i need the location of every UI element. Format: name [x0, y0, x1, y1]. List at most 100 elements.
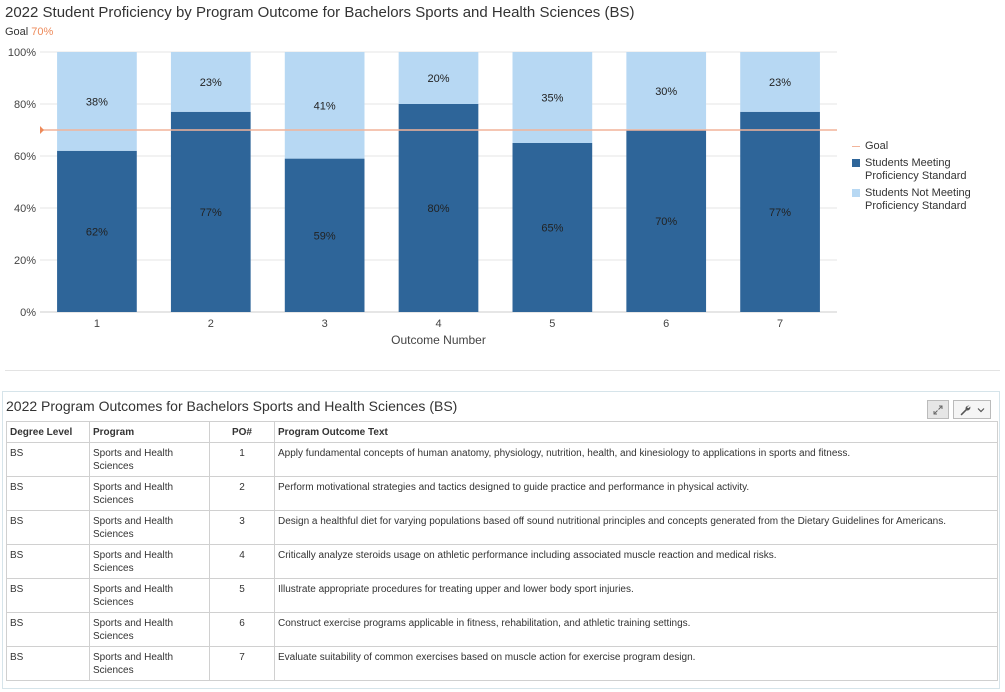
- cell-po-number: 7: [209, 646, 275, 681]
- bar-meeting: [512, 143, 593, 312]
- cell-degree-level: BS: [6, 442, 90, 477]
- bar-not-meeting: [512, 52, 593, 143]
- outcomes-table-panel: 2022 Program Outcomes for Bachelors Spor…: [2, 391, 1000, 689]
- y-tick-label: 80%: [14, 99, 36, 111]
- data-label: 77%: [200, 207, 222, 219]
- data-label: 20%: [427, 73, 449, 85]
- legend-goal-swatch: [852, 146, 860, 147]
- x-tick-label: 3: [322, 318, 328, 330]
- data-label: 23%: [200, 77, 222, 89]
- cell-po-number: 5: [209, 578, 275, 613]
- cell-program: Sports and Health Sciences: [89, 544, 210, 579]
- data-label: 59%: [314, 230, 336, 242]
- col-header-outcome-text[interactable]: Program Outcome Text: [274, 421, 998, 443]
- table-row: BS Sports and Health Sciences 1 Apply fu…: [6, 442, 998, 477]
- bar-meeting: [57, 150, 137, 312]
- cell-degree-level: BS: [6, 578, 90, 613]
- chevron-down-icon: [977, 407, 985, 412]
- y-tick-label: 100%: [8, 47, 36, 59]
- goal-marker: [40, 126, 44, 134]
- table-row: BS Sports and Health Sciences 7 Evaluate…: [6, 646, 998, 681]
- x-tick-label: 2: [208, 318, 214, 330]
- data-label: 41%: [314, 100, 336, 112]
- col-header-degree-level[interactable]: Degree Level: [6, 421, 90, 443]
- data-label: 38%: [86, 96, 108, 108]
- bar-not-meeting: [170, 52, 251, 112]
- data-label: 23%: [769, 77, 791, 89]
- cell-outcome-text: Design a healthful diet for varying popu…: [274, 510, 998, 545]
- data-label: 70%: [655, 216, 677, 228]
- bar-not-meeting: [57, 52, 137, 151]
- cell-po-number: 6: [209, 612, 275, 647]
- y-tick-label: 40%: [14, 203, 36, 215]
- x-tick-label: 5: [549, 318, 555, 330]
- cell-outcome-text: Critically analyze steroids usage on ath…: [274, 544, 998, 579]
- legend-item-not-meeting[interactable]: Students Not Meeting Proficiency Standar…: [852, 187, 985, 213]
- bar-not-meeting: [284, 52, 365, 159]
- bar-not-meeting: [626, 52, 707, 130]
- cell-degree-level: BS: [6, 544, 90, 579]
- bar-not-meeting: [398, 52, 479, 104]
- bar-meeting: [740, 111, 820, 312]
- table-header-row: Degree Level Program PO# Program Outcome…: [6, 421, 998, 443]
- data-label: 62%: [86, 226, 108, 238]
- data-label: 35%: [541, 93, 563, 105]
- cell-program: Sports and Health Sciences: [89, 442, 210, 477]
- legend-goal-label: Goal: [865, 140, 889, 152]
- cell-outcome-text: Construct exercise programs applicable i…: [274, 612, 998, 647]
- cell-program: Sports and Health Sciences: [89, 578, 210, 613]
- goal-label-text: Goal: [5, 26, 29, 38]
- cell-degree-level: BS: [6, 646, 90, 681]
- cell-outcome-text: Illustrate appropriate procedures for tr…: [274, 578, 998, 613]
- table-row: BS Sports and Health Sciences 3 Design a…: [6, 510, 998, 545]
- goal-label: Goal 70%: [5, 26, 53, 38]
- chart-title: 2022 Student Proficiency by Program Outc…: [5, 4, 635, 21]
- table-row: BS Sports and Health Sciences 2 Perform …: [6, 476, 998, 511]
- legend-not-meeting-label: Students Not Meeting Proficiency Standar…: [865, 187, 971, 212]
- cell-po-number: 2: [209, 476, 275, 511]
- table-row: BS Sports and Health Sciences 5 Illustra…: [6, 578, 998, 613]
- cell-outcome-text: Evaluate suitability of common exercises…: [274, 646, 998, 681]
- section-divider: [5, 370, 1000, 371]
- cell-degree-level: BS: [6, 510, 90, 545]
- legend-not-meeting-swatch: [852, 189, 860, 197]
- col-header-po-number[interactable]: PO#: [209, 421, 275, 443]
- cell-program: Sports and Health Sciences: [89, 646, 210, 681]
- table-tools: [927, 400, 991, 419]
- chart-legend: Goal Students Meeting Proficiency Standa…: [852, 140, 985, 217]
- legend-item-goal[interactable]: Goal: [852, 140, 985, 153]
- goal-value: 70%: [31, 26, 54, 38]
- bar-chart: 0% 20% 40% 60% 80% 100% 62% 38% 1 77% 23% 2 59% 41% 3 8…: [8, 47, 837, 347]
- cell-outcome-text: Perform motivational strategies and tact…: [274, 476, 998, 511]
- cell-outcome-text: Apply fundamental concepts of human anat…: [274, 442, 998, 477]
- x-tick-label: 1: [94, 318, 100, 330]
- x-axis-title: Outcome Number: [391, 333, 486, 347]
- data-label: 65%: [541, 223, 563, 235]
- bar-meeting: [284, 158, 365, 312]
- data-label: 30%: [655, 86, 677, 98]
- cell-program: Sports and Health Sciences: [89, 510, 210, 545]
- x-tick-label: 7: [777, 318, 783, 330]
- data-label: 77%: [769, 207, 791, 219]
- col-header-program[interactable]: Program: [89, 421, 210, 443]
- cell-program: Sports and Health Sciences: [89, 612, 210, 647]
- x-tick-label: 6: [663, 318, 669, 330]
- data-label: 80%: [427, 203, 449, 215]
- cell-po-number: 4: [209, 544, 275, 579]
- legend-meeting-swatch: [852, 159, 860, 167]
- cell-program: Sports and Health Sciences: [89, 476, 210, 511]
- expand-button[interactable]: [927, 400, 949, 419]
- bar-meeting: [170, 111, 251, 312]
- table-title: 2022 Program Outcomes for Bachelors Spor…: [6, 398, 458, 414]
- legend-item-meeting[interactable]: Students Meeting Proficiency Standard: [852, 157, 985, 183]
- cell-po-number: 3: [209, 510, 275, 545]
- cell-po-number: 1: [209, 442, 275, 477]
- y-tick-label: 60%: [14, 151, 36, 163]
- program-outcomes-table: Degree Level Program PO# Program Outcome…: [6, 421, 998, 681]
- wrench-icon: [960, 405, 971, 415]
- bar-not-meeting: [740, 52, 820, 112]
- settings-dropdown-button[interactable]: [953, 400, 991, 419]
- table-row: BS Sports and Health Sciences 4 Critical…: [6, 544, 998, 579]
- y-tick-label: 0%: [20, 307, 36, 319]
- table-row: BS Sports and Health Sciences 6 Construc…: [6, 612, 998, 647]
